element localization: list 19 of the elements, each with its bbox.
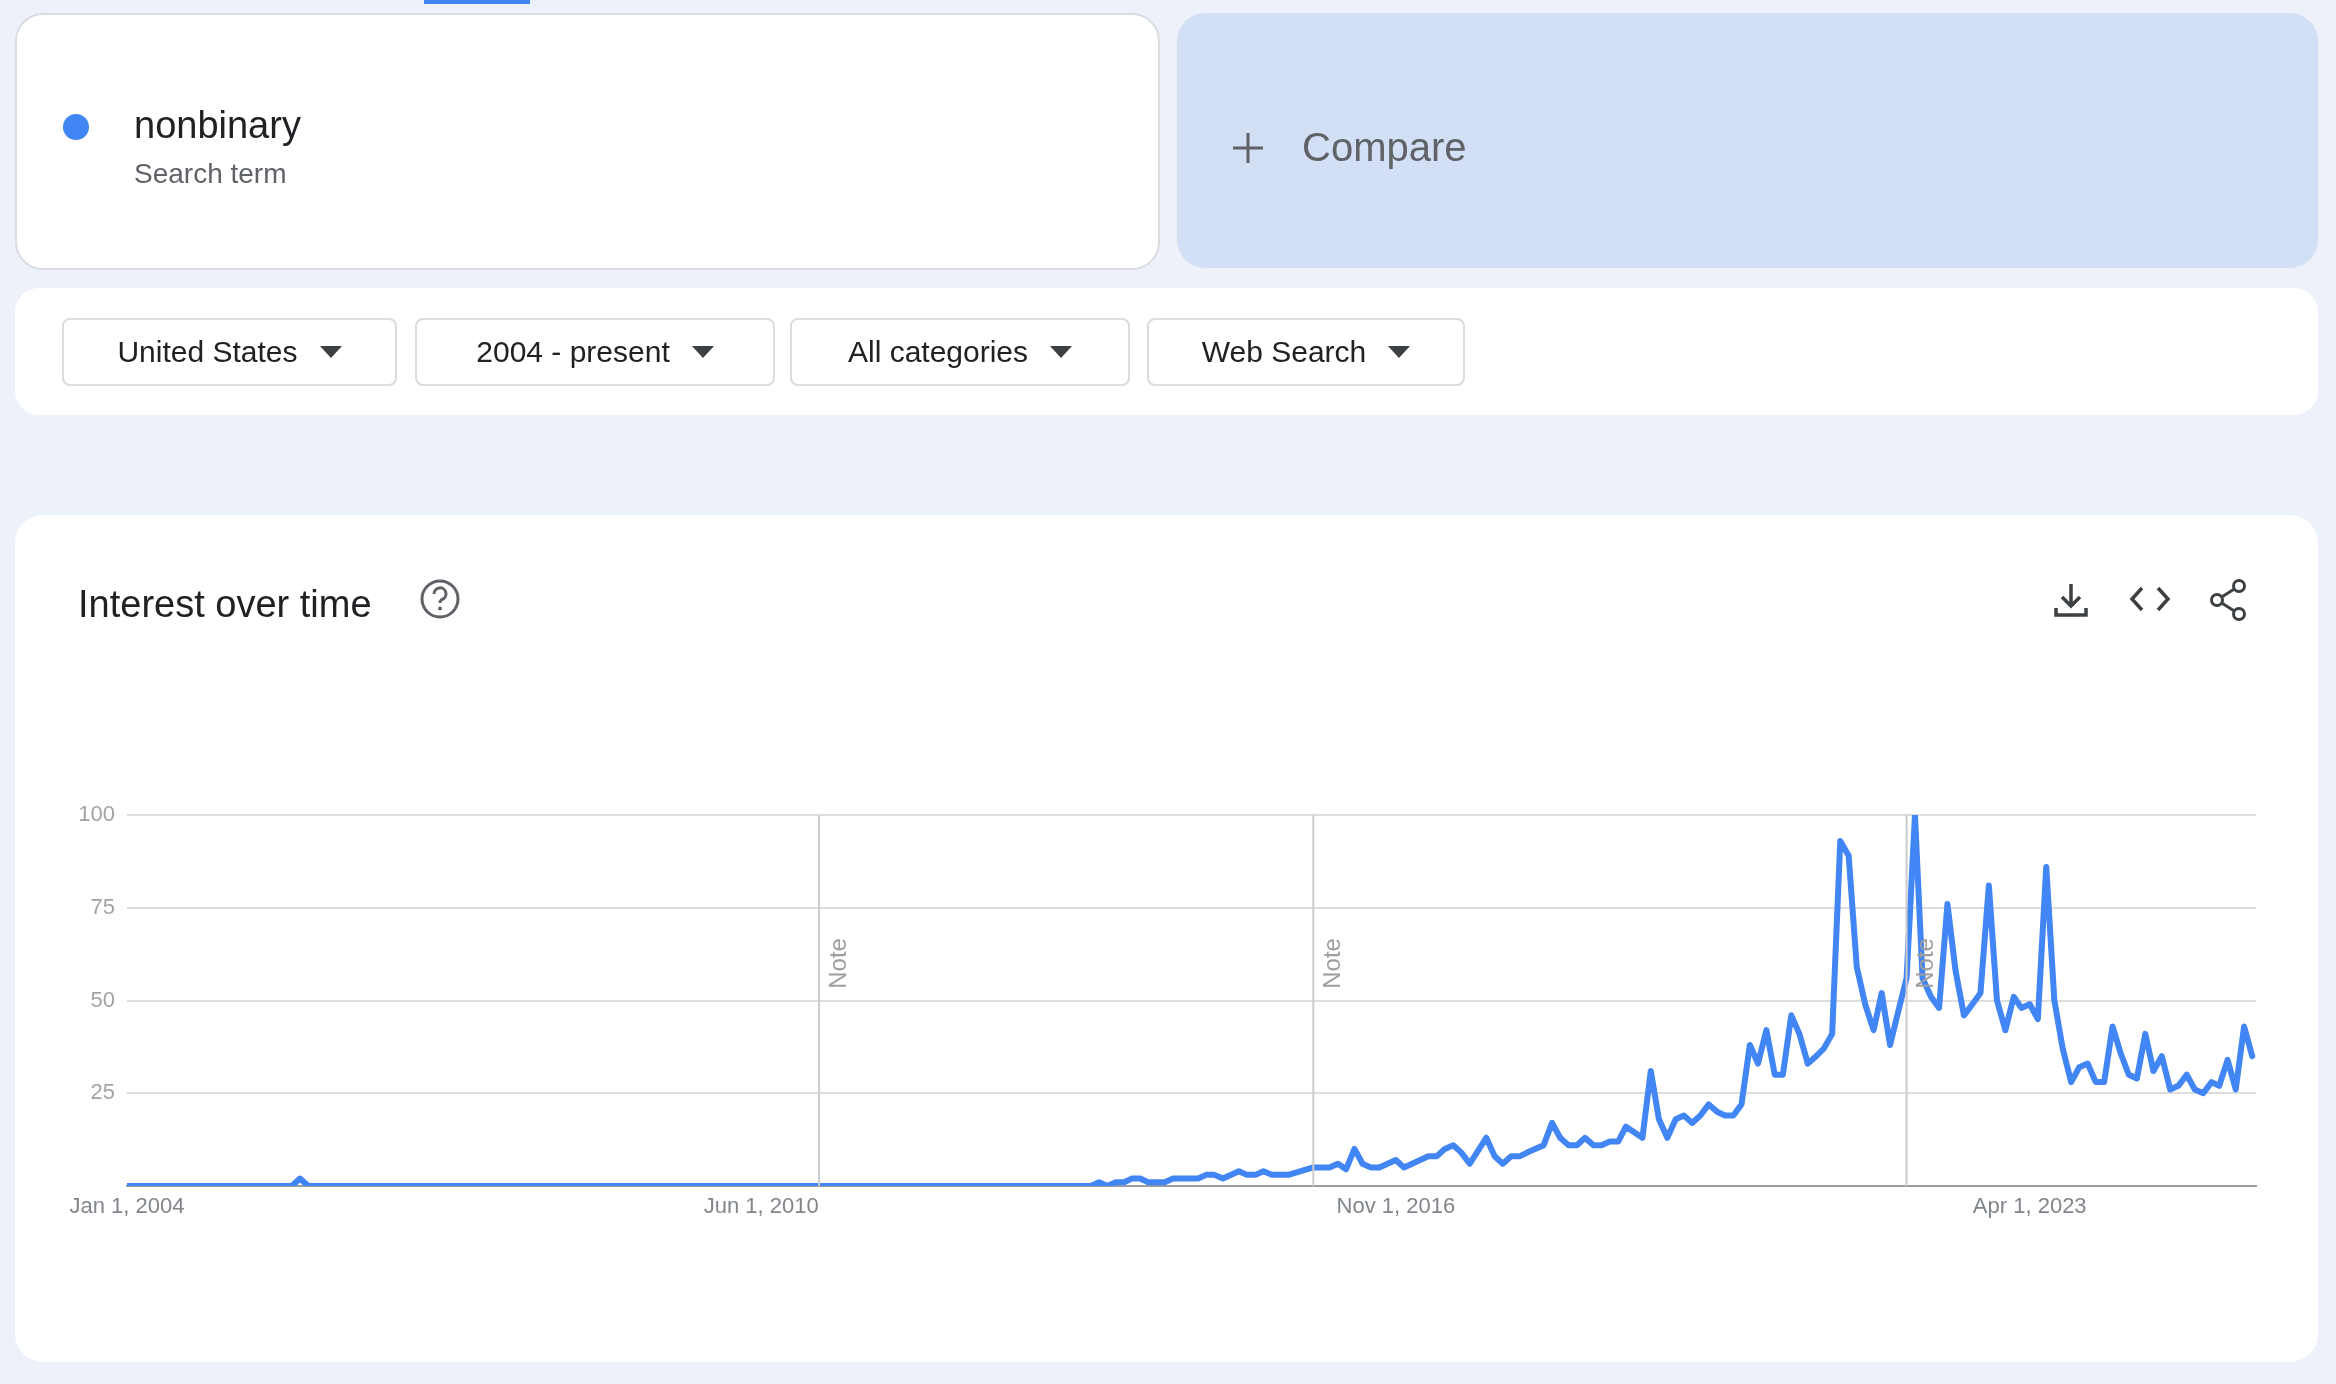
x-tick-label: Nov 1, 2016 <box>1336 1193 1456 1219</box>
text: Compare <box>1302 125 1467 170</box>
ref-line-label: Note <box>823 938 851 989</box>
y-tick-label: 50 <box>90 986 115 1012</box>
x-tick-label: Jun 1, 2010 <box>703 1193 819 1219</box>
x-tick-label: Apr 1, 2023 <box>1972 1193 2087 1219</box>
text: All categories <box>847 335 1029 369</box>
ref-line-label: Note <box>1317 938 1345 989</box>
text: Web Search <box>1201 335 1367 369</box>
text: 2004 - present <box>476 335 670 369</box>
text: Search term <box>134 158 287 190</box>
ref-line-label: Note <box>1911 938 1939 989</box>
chart-title: Interest over time <box>78 583 372 626</box>
y-tick-label: 100 <box>78 801 115 827</box>
x-tick-label: Jan 1, 2004 <box>69 1193 185 1219</box>
text: United States <box>117 335 298 369</box>
legend-label: nonbinary <box>134 104 301 147</box>
y-tick-label: 75 <box>90 893 115 919</box>
y-tick-label: 25 <box>90 1079 115 1105</box>
